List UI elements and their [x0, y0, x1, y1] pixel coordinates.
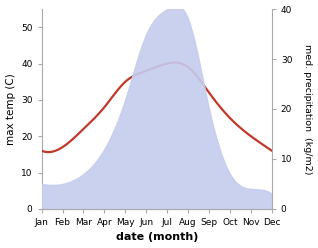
- X-axis label: date (month): date (month): [115, 232, 198, 243]
- Y-axis label: med. precipitation  (kg/m2): med. precipitation (kg/m2): [303, 44, 313, 174]
- Y-axis label: max temp (C): max temp (C): [5, 73, 16, 145]
